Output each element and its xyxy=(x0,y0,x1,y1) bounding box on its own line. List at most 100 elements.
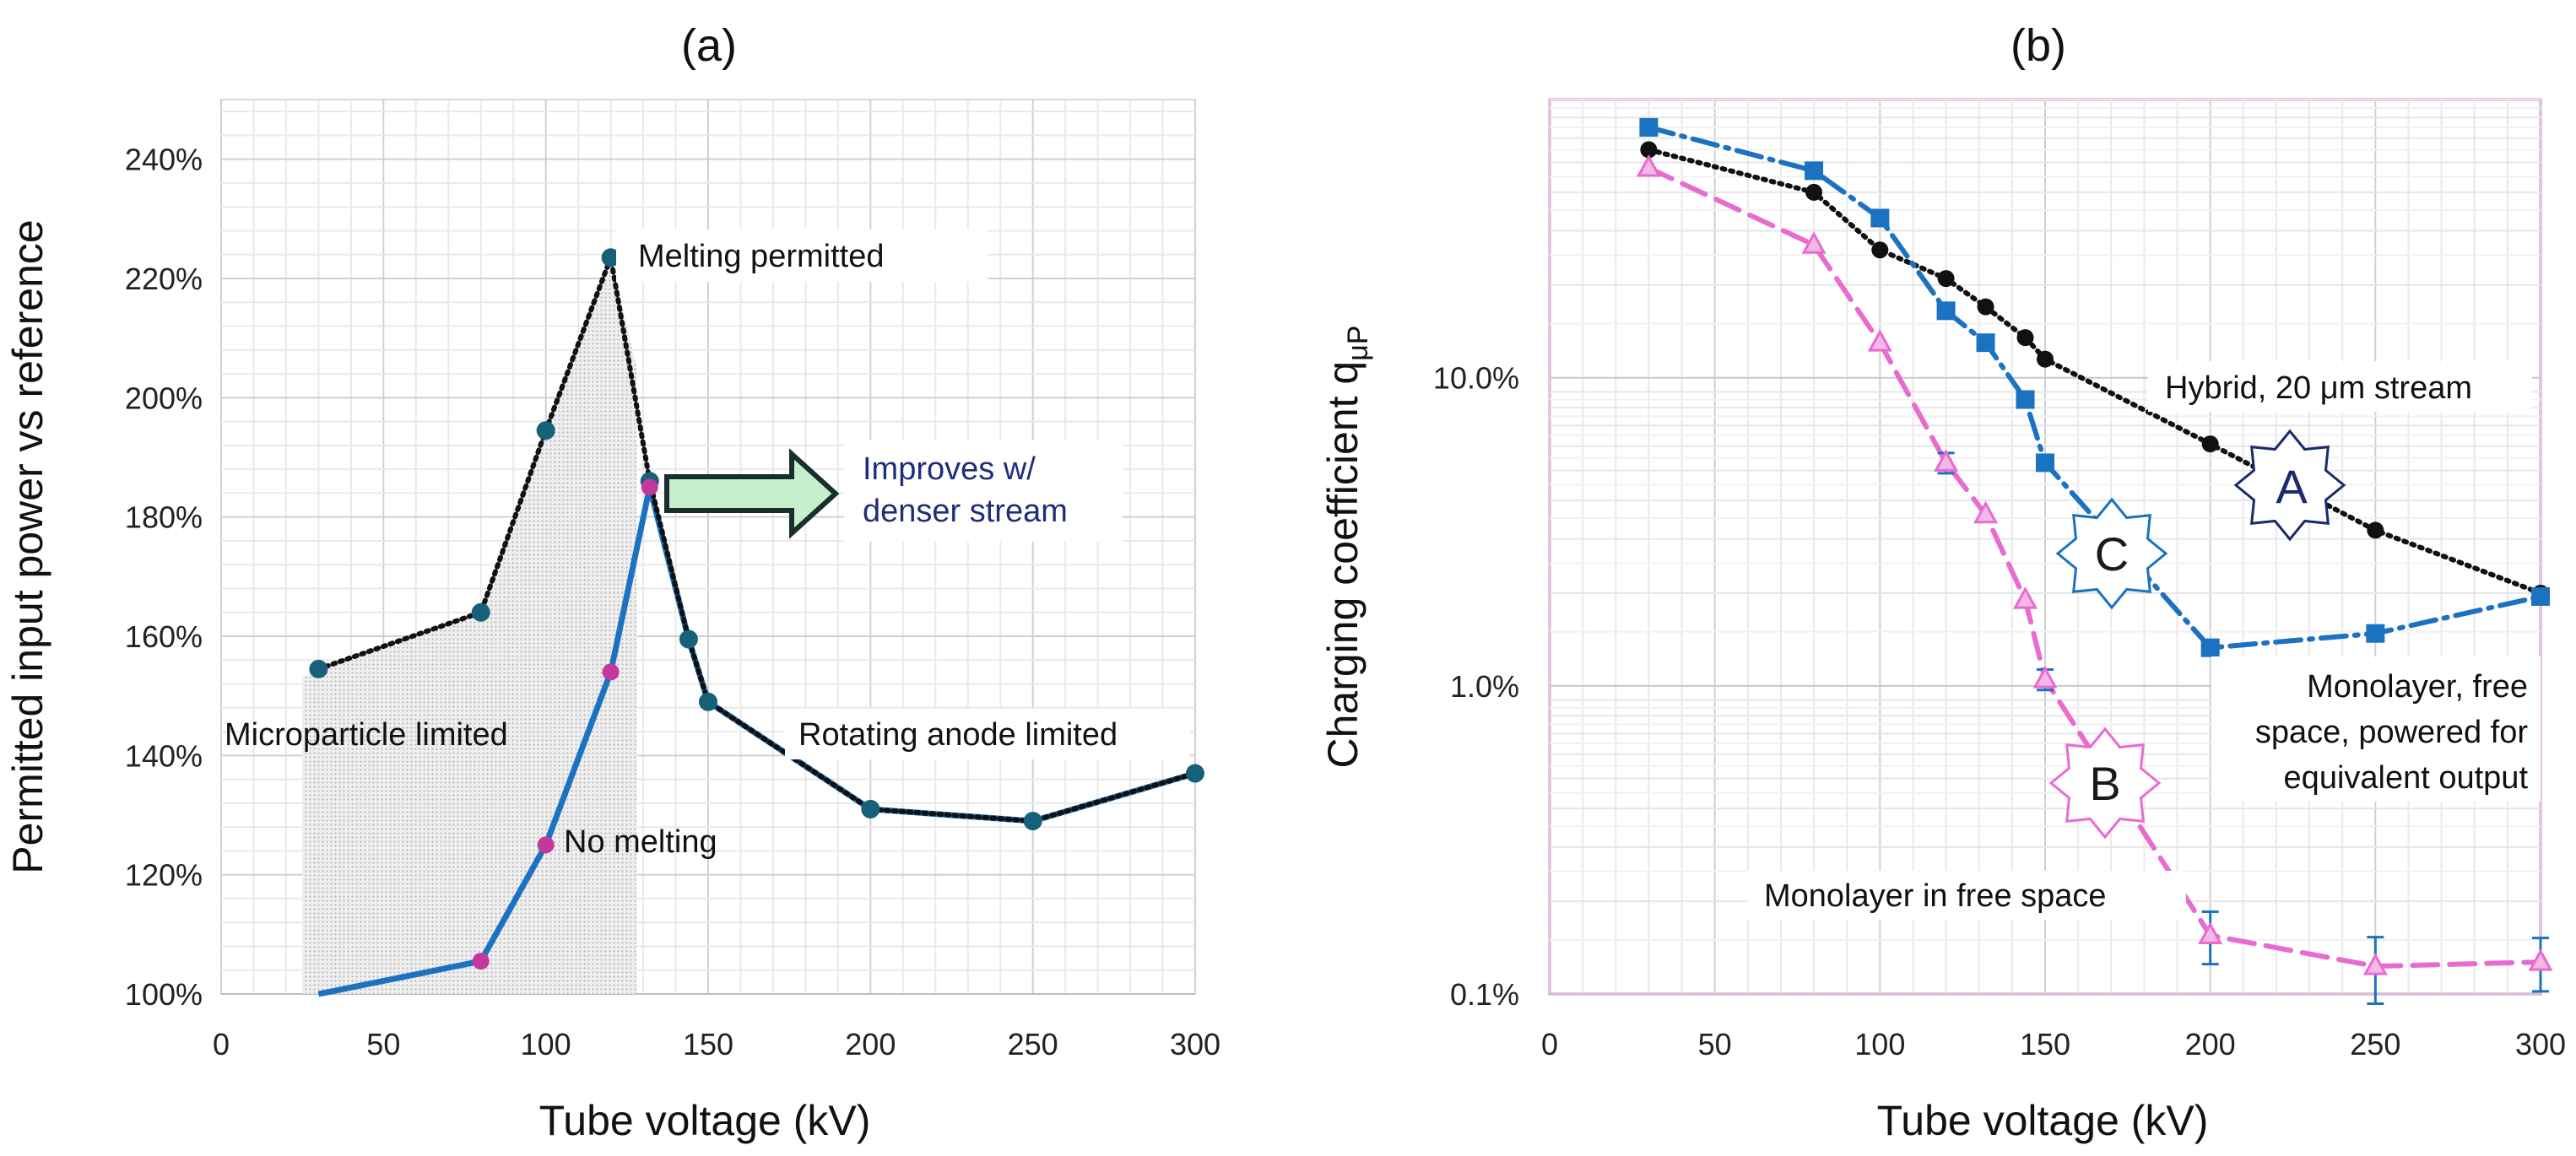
rotating-anode-limited-label: Rotating anode limited xyxy=(798,717,1118,753)
data-point-a xyxy=(1871,241,1889,259)
series-a-label: Hybrid, 20 μm stream xyxy=(2165,370,2472,406)
data-point-b xyxy=(1636,154,1661,177)
y-tick-label: 0.1% xyxy=(1450,977,1519,1012)
data-point-b xyxy=(1867,329,1892,352)
chart-b-x-axis-title: Tube voltage (kV) xyxy=(1877,1097,2209,1144)
x-tick-label: 250 xyxy=(1008,1027,1058,1061)
badge-a: A xyxy=(2233,429,2346,542)
y-tick-label: 10.0% xyxy=(1433,361,1519,396)
badge-b-letter: B xyxy=(2089,757,2120,810)
data-point-no-melting xyxy=(602,663,620,681)
x-tick-label: 0 xyxy=(213,1027,230,1061)
data-point-b xyxy=(2198,921,2223,945)
data-point-melting xyxy=(601,248,620,267)
y-tick-label: 180% xyxy=(125,500,203,535)
badge-c-letter: C xyxy=(2095,527,2129,581)
badge-b: B xyxy=(2048,727,2162,840)
y-tick-label: 140% xyxy=(125,738,203,773)
x-tick-label: 50 xyxy=(1698,1027,1732,1061)
data-point-c xyxy=(1936,301,1956,321)
x-tick-label: 0 xyxy=(1541,1027,1558,1061)
chart-a-shaded-region xyxy=(302,257,637,994)
melting-permitted-label: Melting permitted xyxy=(638,239,884,274)
data-point-b xyxy=(1801,231,1826,254)
series-c-label-line2: space, powered for xyxy=(2255,715,2529,750)
series-line-c xyxy=(1646,124,2543,651)
data-point-b xyxy=(2362,953,2388,975)
y-tick-label: 1.0% xyxy=(1450,669,1519,704)
data-point-c xyxy=(1976,333,1995,353)
data-point-c xyxy=(2016,390,2035,409)
chart-panel-b: (b) 0 50 100 150 200 250 300 0.1% 1.0% 10.0% Hybr… xyxy=(1319,20,2566,1144)
y-tick-label: 100% xyxy=(125,977,203,1012)
data-point-melting xyxy=(699,692,717,711)
series-a-label-bg xyxy=(2148,361,2532,412)
data-point-a xyxy=(2037,350,2054,368)
data-point-c xyxy=(1870,208,1890,228)
chart-a-y-axis-title: Permitted input power vs reference xyxy=(4,219,51,873)
data-point-c xyxy=(2531,586,2550,606)
data-point-melting xyxy=(679,629,698,649)
x-tick-label: 50 xyxy=(366,1027,400,1061)
no-melting-label: No melting xyxy=(564,824,717,860)
microparticle-limited-label: Microparticle limited xyxy=(225,717,508,753)
data-point-c xyxy=(2200,638,2220,657)
improves-arrow xyxy=(664,448,840,539)
data-point-b xyxy=(1934,449,1959,472)
x-tick-label: 250 xyxy=(2350,1027,2400,1061)
chart-a-tick-labels: 0 50 100 150 200 250 300 100% 120% 140% 160% 180% 20… xyxy=(125,143,1220,1061)
x-tick-label: 300 xyxy=(1170,1027,1220,1061)
data-point-c xyxy=(1639,117,1659,137)
data-point-melting xyxy=(471,602,490,622)
series-c-label-bg xyxy=(2211,656,2541,802)
data-point-c xyxy=(2036,453,2054,473)
chart-b-series xyxy=(1636,117,2553,1006)
chart-b-title: (b) xyxy=(2010,20,2066,71)
chart-a-title: (a) xyxy=(681,20,737,71)
series-line-b xyxy=(1646,165,2543,970)
data-point-melting xyxy=(1186,764,1204,783)
series-c-label-line1: Monolayer, free xyxy=(2307,669,2528,705)
data-point-a xyxy=(2367,521,2384,539)
data-point-melting xyxy=(1023,812,1042,831)
badge-a-letter: A xyxy=(2276,460,2308,513)
data-point-c xyxy=(1805,161,1824,181)
data-point-a xyxy=(1977,298,1994,316)
y-tick-label: 160% xyxy=(125,619,203,654)
data-point-b xyxy=(2032,666,2058,689)
data-point-no-melting xyxy=(472,953,490,970)
chart-a-series xyxy=(309,247,1204,997)
data-point-melting xyxy=(861,799,880,818)
microparticle-limited-shaded-region xyxy=(302,257,637,994)
data-point-a xyxy=(1937,270,1955,288)
melting-permitted-label-bg xyxy=(616,230,988,282)
chart-panel-a: (a) 0 50 100 150 200 250 300 100% 120% 140% 160% 18… xyxy=(4,20,1220,1144)
x-tick-label: 200 xyxy=(845,1027,896,1061)
series-b-label-bg xyxy=(1747,871,2186,920)
series-line-permitted-melting xyxy=(316,247,1198,824)
improves-label-bg xyxy=(844,440,1123,542)
x-tick-label: 300 xyxy=(2515,1027,2566,1061)
x-tick-label: 200 xyxy=(2185,1027,2236,1061)
data-point-a xyxy=(1805,183,1823,201)
data-point-no-melting xyxy=(537,836,555,854)
x-tick-label: 100 xyxy=(521,1027,571,1061)
data-point-a xyxy=(2201,435,2219,453)
data-point-a xyxy=(1640,141,1658,159)
data-point-no-melting xyxy=(641,478,658,496)
data-point-b xyxy=(1973,500,1999,524)
rotating-anode-label-bg xyxy=(785,709,1190,759)
y-tick-label: 120% xyxy=(125,858,203,893)
data-point-a xyxy=(2016,329,2034,347)
chart-b-y-axis-title: Charging coefficient qμP xyxy=(1319,326,1374,769)
data-point-b xyxy=(2528,948,2553,971)
improves-label-line2: denser stream xyxy=(863,494,1068,529)
y-tick-label: 240% xyxy=(125,143,203,177)
data-point-melting xyxy=(309,659,328,678)
data-point-b xyxy=(2012,586,2038,609)
data-point-c xyxy=(2366,624,2385,643)
badge-c: C xyxy=(2055,497,2168,610)
x-tick-label: 150 xyxy=(683,1027,733,1061)
series-b-label: Monolayer in free space xyxy=(1764,878,2107,914)
